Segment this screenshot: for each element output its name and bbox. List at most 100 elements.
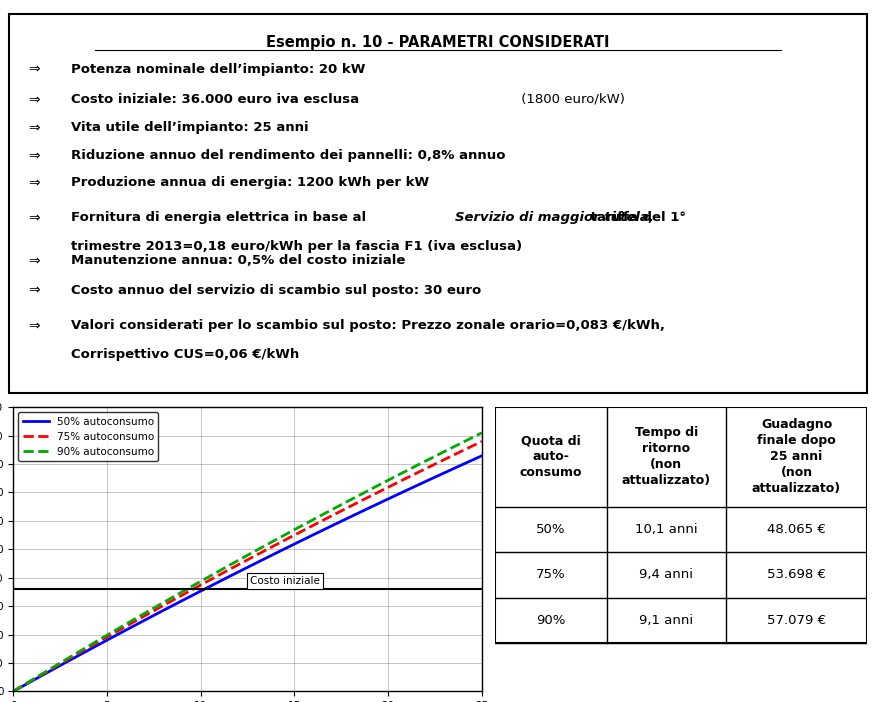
- 90% autoconsumo: [46, 665, 56, 673]
- Text: 53.698 €: 53.698 €: [767, 569, 826, 581]
- Text: 90%: 90%: [536, 614, 566, 627]
- 75% autoconsumo: [383, 483, 393, 491]
- Text: 57.079 €: 57.079 €: [767, 614, 826, 627]
- Text: 48.065 €: 48.065 €: [767, 523, 826, 536]
- 50% autoconsumo: [102, 636, 112, 644]
- Line: 90% autoconsumo: 90% autoconsumo: [13, 433, 482, 691]
- 75% autoconsumo: [26, 676, 37, 684]
- 75% autoconsumo: [289, 531, 300, 539]
- 90% autoconsumo: [195, 577, 206, 585]
- 90% autoconsumo: [214, 567, 224, 575]
- 75% autoconsumo: [345, 502, 356, 510]
- 90% autoconsumo: [8, 687, 18, 696]
- 90% autoconsumo: [289, 526, 300, 534]
- 75% autoconsumo: [214, 571, 224, 579]
- Text: 75%: 75%: [536, 569, 566, 581]
- 75% autoconsumo: [195, 581, 206, 589]
- Text: Costo annuo del servizio di scambio sul posto: 30 euro: Costo annuo del servizio di scambio sul …: [71, 284, 481, 296]
- 75% autoconsumo: [139, 612, 150, 621]
- Text: Esempio n. 10 - PARAMETRI CONSIDERATI: Esempio n. 10 - PARAMETRI CONSIDERATI: [266, 35, 610, 50]
- 50% autoconsumo: [26, 677, 37, 685]
- 50% autoconsumo: [233, 568, 244, 576]
- Line: 75% autoconsumo: 75% autoconsumo: [13, 442, 482, 691]
- 75% autoconsumo: [64, 654, 74, 663]
- 50% autoconsumo: [271, 549, 281, 557]
- Text: ⇒: ⇒: [29, 319, 40, 333]
- 90% autoconsumo: [120, 620, 131, 628]
- Text: Guadagno
finale dopo
25 anni
(non
attualizzato): Guadagno finale dopo 25 anni (non attual…: [752, 418, 841, 496]
- 90% autoconsumo: [477, 429, 487, 437]
- Text: Vita utile dell’impianto: 25 anni: Vita utile dell’impianto: 25 anni: [71, 121, 308, 134]
- 50% autoconsumo: [46, 666, 56, 675]
- 50% autoconsumo: [307, 531, 318, 539]
- 90% autoconsumo: [383, 476, 393, 484]
- 90% autoconsumo: [327, 505, 337, 514]
- Text: ⇒: ⇒: [29, 283, 40, 297]
- Text: ⇒: ⇒: [29, 148, 40, 162]
- 75% autoconsumo: [420, 465, 431, 473]
- 50% autoconsumo: [177, 597, 187, 605]
- 75% autoconsumo: [46, 665, 56, 674]
- 50% autoconsumo: [364, 503, 375, 512]
- 75% autoconsumo: [158, 602, 168, 610]
- Text: Manutenzione annua: 0,5% del costo iniziale: Manutenzione annua: 0,5% del costo inizi…: [71, 254, 405, 267]
- 90% autoconsumo: [345, 496, 356, 504]
- 90% autoconsumo: [83, 642, 94, 651]
- Text: ⇒: ⇒: [29, 253, 40, 267]
- 75% autoconsumo: [401, 474, 412, 482]
- Text: Costo iniziale: Costo iniziale: [250, 576, 320, 585]
- 90% autoconsumo: [102, 631, 112, 640]
- 90% autoconsumo: [401, 466, 412, 475]
- 90% autoconsumo: [439, 447, 449, 456]
- Text: Costo iniziale: 36.000 euro iva esclusa: Costo iniziale: 36.000 euro iva esclusa: [71, 93, 358, 106]
- 75% autoconsumo: [83, 644, 94, 652]
- Text: tariffa del 1°: tariffa del 1°: [586, 211, 686, 225]
- 50% autoconsumo: [120, 626, 131, 635]
- 50% autoconsumo: [477, 451, 487, 460]
- 90% autoconsumo: [64, 654, 74, 662]
- 90% autoconsumo: [158, 598, 168, 607]
- Text: ⇒: ⇒: [29, 62, 40, 76]
- 90% autoconsumo: [364, 486, 375, 494]
- 50% autoconsumo: [383, 495, 393, 503]
- 75% autoconsumo: [439, 456, 449, 464]
- 75% autoconsumo: [327, 512, 337, 520]
- 50% autoconsumo: [64, 656, 74, 665]
- 75% autoconsumo: [477, 437, 487, 446]
- Text: Fornitura di energia elettrica in base al: Fornitura di energia elettrica in base a…: [71, 211, 371, 225]
- Text: 50%: 50%: [536, 523, 566, 536]
- 50% autoconsumo: [458, 460, 469, 468]
- 50% autoconsumo: [420, 477, 431, 486]
- Bar: [495, 407, 867, 643]
- 90% autoconsumo: [420, 457, 431, 465]
- 50% autoconsumo: [214, 577, 224, 585]
- 50% autoconsumo: [83, 646, 94, 654]
- Text: 9,1 anni: 9,1 anni: [639, 614, 693, 627]
- Text: Valori considerati per lo scambio sul posto: Prezzo zonale orario=0,083 €/kWh,: Valori considerati per lo scambio sul po…: [71, 319, 665, 332]
- 50% autoconsumo: [345, 512, 356, 521]
- 90% autoconsumo: [271, 536, 281, 544]
- 50% autoconsumo: [251, 558, 262, 567]
- 90% autoconsumo: [177, 588, 187, 596]
- 50% autoconsumo: [139, 616, 150, 625]
- 90% autoconsumo: [458, 438, 469, 446]
- 90% autoconsumo: [307, 515, 318, 524]
- Text: trimestre 2013=0,18 euro/kWh per la fascia F1 (iva esclusa): trimestre 2013=0,18 euro/kWh per la fasc…: [71, 240, 522, 253]
- 75% autoconsumo: [8, 687, 18, 696]
- 75% autoconsumo: [271, 541, 281, 549]
- 75% autoconsumo: [307, 521, 318, 529]
- 50% autoconsumo: [195, 587, 206, 595]
- 75% autoconsumo: [458, 446, 469, 455]
- 75% autoconsumo: [364, 493, 375, 501]
- Text: Riduzione annuo del rendimento dei pannelli: 0,8% annuo: Riduzione annuo del rendimento dei panne…: [71, 149, 505, 161]
- 75% autoconsumo: [120, 622, 131, 630]
- Text: Servizio di maggior tutela,: Servizio di maggior tutela,: [456, 211, 654, 225]
- Text: ⇒: ⇒: [29, 93, 40, 106]
- 50% autoconsumo: [439, 469, 449, 477]
- Text: Tempo di
ritorno
(non
attualizzato): Tempo di ritorno (non attualizzato): [622, 426, 710, 487]
- 75% autoconsumo: [102, 633, 112, 642]
- Text: Corrispettivo CUS=0,06 €/kWh: Corrispettivo CUS=0,06 €/kWh: [71, 347, 299, 361]
- 50% autoconsumo: [158, 607, 168, 615]
- Text: Quota di
auto-
consumo: Quota di auto- consumo: [519, 435, 582, 479]
- 75% autoconsumo: [233, 561, 244, 569]
